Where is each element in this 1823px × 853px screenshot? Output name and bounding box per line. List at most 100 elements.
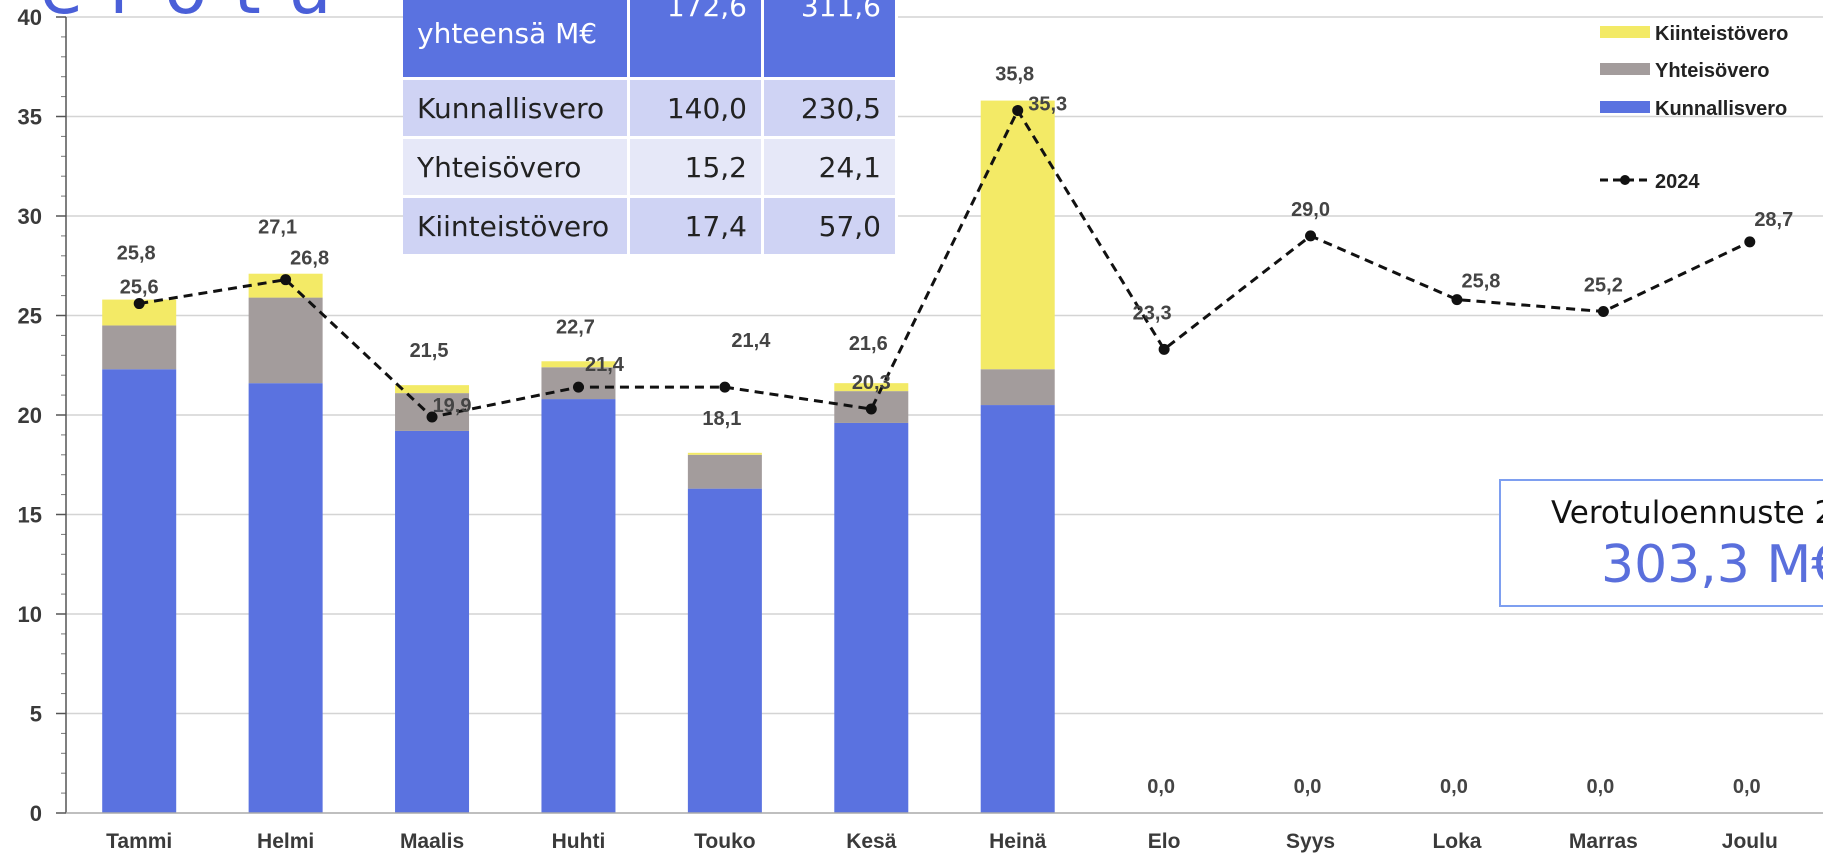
bar-total-label: 22,7 (556, 316, 595, 338)
line-point (865, 403, 877, 415)
bar-kiinteistovero (541, 361, 616, 368)
line-2024 (133, 105, 1756, 423)
bar-yhteisovero (102, 325, 177, 370)
bar-kunnallisvero (834, 422, 909, 813)
bar-total-label: 21,6 (849, 333, 888, 355)
row-label: Yhteisövero (403, 139, 630, 198)
y-tick-label: 5 (30, 702, 42, 727)
forecast-box: Verotuloennuste 20 303,3 M€ (1499, 479, 1823, 607)
line-point (1305, 230, 1317, 242)
forecast-value: 303,3 M€ (1601, 535, 1823, 595)
x-tick-label: Heinä (989, 830, 1047, 853)
summary-table-header: yhteensä M€ 172,6 311,6 (403, 0, 898, 80)
x-tick-label: Loka (1432, 830, 1481, 853)
x-tick-label: Joulu (1722, 830, 1778, 853)
x-tick-label: Huhti (552, 830, 606, 853)
line-point-label: 25,6 (120, 277, 159, 299)
row-value-2: 24,1 (764, 139, 898, 198)
y-tick-label: 0 (30, 801, 42, 826)
line-point-label: 21,4 (731, 330, 771, 352)
x-tick-label: Elo (1148, 830, 1181, 853)
legend-entry: 2024 (1655, 171, 1700, 193)
line-point (572, 381, 584, 393)
line-point (1744, 236, 1756, 248)
y-tick-label: 20 (18, 403, 42, 428)
y-tick-label: 15 (18, 503, 42, 528)
gridlines (66, 16, 1823, 715)
bar-yhteisovero (980, 369, 1055, 406)
bar-yhteisovero (687, 454, 762, 489)
line-point-label: 26,8 (290, 248, 329, 270)
bar-kunnallisvero (541, 399, 616, 813)
bar-total-label: 21,5 (410, 340, 449, 362)
bar-total-label: 0,0 (1294, 776, 1322, 798)
bar-total-label: 0,0 (1586, 776, 1614, 798)
legend-entry: Kunnallisvero (1655, 98, 1787, 120)
line-point-label: 20,3 (852, 372, 891, 394)
bar-kunnallisvero (248, 383, 323, 813)
x-tick-label: Kesä (846, 830, 897, 853)
bar-total-label: 0,0 (1733, 776, 1761, 798)
x-tick-label: Helmi (257, 830, 314, 853)
row-value-2: 230,5 (764, 80, 898, 139)
legend-swatch (1600, 63, 1650, 75)
bar-kunnallisvero (102, 369, 177, 813)
x-tick-label: Maalis (400, 830, 464, 853)
legend-swatch (1600, 101, 1650, 113)
legend-entry: Kiinteistövero (1655, 23, 1788, 45)
line-point (1451, 294, 1463, 306)
row-label: Kiinteistövero (403, 198, 630, 257)
data-labels: 25,8 27,1 21,5 22,7 18,1 21,6 35,8 0,0 0,0 0,0 0,0… (117, 64, 1794, 798)
line-2024-path (138, 107, 1751, 419)
bar-total-label: 27,1 (258, 217, 297, 239)
bar-total-label: 25,8 (117, 243, 156, 265)
y-axis: 0 5 10 15 20 25 30 35 40 (18, 5, 67, 826)
bar-kiinteistovero (687, 452, 762, 455)
bar-total-label: 18,1 (702, 408, 741, 430)
stacked-bars (102, 100, 1055, 813)
line-point (1597, 306, 1609, 318)
line-point (719, 381, 731, 393)
bar-kiinteistovero (980, 100, 1055, 370)
line-point (1012, 105, 1024, 117)
x-tick-label: Touko (694, 830, 755, 853)
line-point-label: 19,9 (433, 395, 472, 417)
summary-table: yhteensä M€ 172,6 311,6 Kunnallisvero 14… (403, 0, 898, 257)
y-tick-label: 35 (18, 105, 42, 130)
line-point-label: 25,8 (1461, 271, 1500, 293)
legend-entry: Yhteisövero (1655, 60, 1769, 82)
bar-kunnallisvero (687, 488, 762, 813)
page-title: e r o t u (40, 0, 334, 30)
x-tick-label: Tammi (106, 830, 172, 853)
row-value-1: 17,4 (630, 198, 764, 257)
y-tick-label: 30 (18, 204, 42, 229)
line-point-label: 35,3 (1028, 94, 1067, 116)
line-point (133, 298, 145, 310)
table-row: Yhteisövero 15,2 24,1 (403, 139, 898, 198)
bar-total-label: 0,0 (1440, 776, 1468, 798)
bar-kiinteistovero (248, 273, 323, 298)
legend-swatch (1600, 26, 1650, 38)
row-value-1: 140,0 (630, 80, 764, 139)
summary-header-label: yhteensä M€ (403, 0, 630, 80)
forecast-label: Verotuloennuste 20 (1551, 495, 1823, 531)
y-tick-label: 25 (18, 304, 42, 329)
line-point (1158, 343, 1170, 355)
line-point-label: 29,0 (1291, 199, 1330, 221)
bar-kiinteistovero (395, 385, 470, 394)
table-row: Kiinteistövero 17,4 57,0 (403, 198, 898, 257)
bar-kunnallisvero (395, 430, 470, 813)
line-point (426, 411, 438, 423)
row-label: Kunnallisvero (403, 80, 630, 139)
table-row: Kunnallisvero 140,0 230,5 (403, 80, 898, 139)
line-point-label: 25,2 (1584, 275, 1623, 297)
line-point (280, 274, 292, 286)
row-value-1: 15,2 (630, 139, 764, 198)
bar-kiinteistovero (834, 383, 909, 392)
row-value-2: 57,0 (764, 198, 898, 257)
legend-line-marker (1620, 175, 1630, 185)
y-tick-label: 40 (18, 5, 42, 30)
summary-header-col1: 172,6 (630, 0, 764, 80)
x-tick-label: Syys (1286, 830, 1335, 853)
